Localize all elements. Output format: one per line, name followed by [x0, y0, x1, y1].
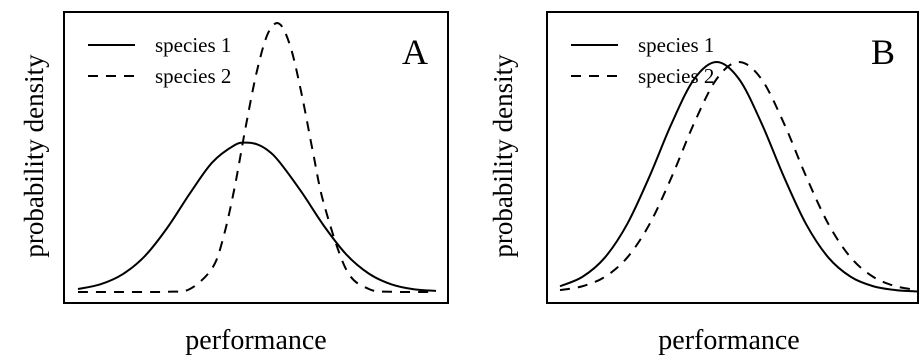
panel-b-letter: B [871, 32, 895, 72]
panel-b: probability density performance B specie… [488, 11, 919, 356]
panel-a-xlabel: performance [185, 325, 326, 356]
panel-b-frame [546, 11, 919, 304]
panel-a-legend: species 1 species 2 [88, 33, 231, 88]
panel-b-curve-species-1 [559, 60, 919, 293]
panel-a-curve-species-2 [77, 22, 437, 294]
panel-b-legend-label-species-1: species 1 [638, 33, 714, 57]
panel-a-plot-area [77, 22, 437, 294]
panel-b-curve-species-2 [559, 60, 919, 292]
panel-a-curve-species-1 [77, 141, 437, 292]
panel-b-xlabel: performance [658, 325, 799, 356]
panel-a-ylabel: probability density [19, 54, 49, 258]
panel-a-frame [63, 11, 449, 304]
panel-b-ylabel: probability density [488, 54, 518, 258]
panel-a: probability density performance A specie… [19, 11, 449, 356]
panel-a-legend-label-species-2: species 2 [155, 64, 231, 88]
panel-b-plot-area [559, 60, 919, 293]
panel-a-letter: A [402, 32, 428, 72]
panel-b-legend-label-species-2: species 2 [638, 64, 714, 88]
panel-b-legend: species 1 species 2 [571, 33, 714, 88]
panel-a-legend-label-species-1: species 1 [155, 33, 231, 57]
